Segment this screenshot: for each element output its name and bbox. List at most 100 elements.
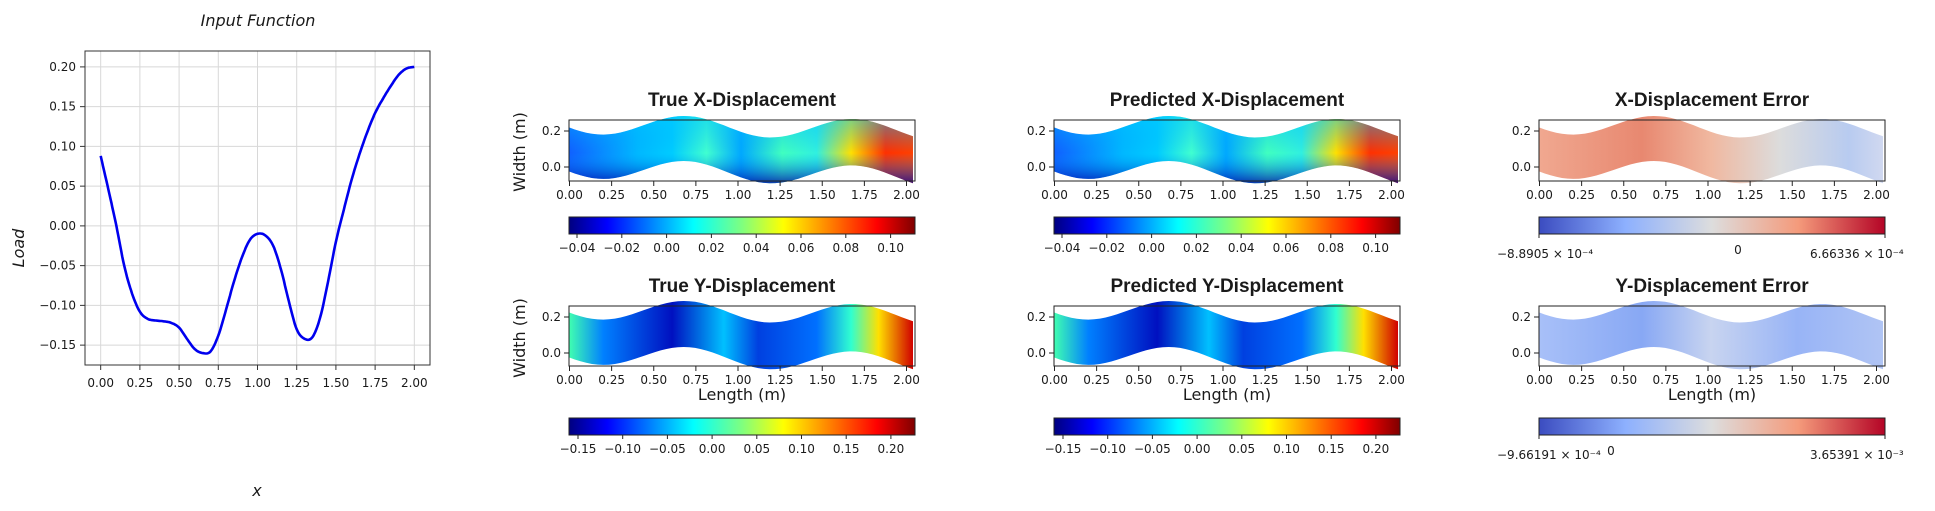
- field-y-tick-label: 0.0: [1512, 160, 1531, 174]
- field-x-tick-label: 1.75: [1821, 188, 1848, 202]
- input-x-tick-label: 0.50: [166, 376, 193, 390]
- field-x-tick-label: 0.75: [683, 373, 710, 387]
- field-x-tick-label: 0.75: [683, 188, 710, 202]
- panel-title-pred-x: Predicted X-Displacement: [1110, 90, 1345, 111]
- field-x-tick-label: 0.75: [1168, 188, 1195, 202]
- field-x-tick-label: 1.50: [1294, 373, 1321, 387]
- colorbar-tick-label: −0.04: [559, 241, 596, 255]
- field-x-tick-label: 1.00: [1210, 373, 1237, 387]
- field-x-tick-label: 1.75: [1336, 373, 1363, 387]
- field-axes-frame: [1538, 305, 1886, 367]
- panel-title-err-y: Y-Displacement Error: [1615, 276, 1809, 297]
- colorbar-pred-y: [1053, 417, 1401, 436]
- input-x-tick-label: 0.00: [87, 376, 114, 390]
- field-axes-frame: [1053, 305, 1401, 367]
- field-x-tick-label: 2.00: [893, 188, 920, 202]
- field-x-tick-label: 1.25: [1252, 373, 1279, 387]
- xerr-min-label: −8.8905 × 10⁻⁴: [1497, 247, 1593, 261]
- input-y-tick-label: 0.00: [49, 219, 76, 233]
- input-x-tick-label: 1.50: [323, 376, 350, 390]
- input-grid: [85, 51, 430, 365]
- yerr-min-label: −9.66191 × 10⁻⁴: [1497, 448, 1601, 462]
- colorbar-tick-label: −0.02: [603, 241, 640, 255]
- colorbar-pred-x: [1053, 216, 1401, 235]
- input-function-line: [99, 65, 415, 355]
- input-x-tick-label: 1.75: [362, 376, 389, 390]
- field-axes-frame: [1538, 119, 1886, 182]
- field-y-tick-label: 0.0: [542, 160, 561, 174]
- colorbar-tick-label: 0.05: [1228, 442, 1255, 456]
- field-x-tick-label: 1.75: [851, 188, 878, 202]
- xerr-zero-label: 0: [1734, 243, 1742, 257]
- colorbar-tick-label: 0.00: [1184, 442, 1211, 456]
- input-x-tick-label: 1.25: [283, 376, 310, 390]
- field-x-tick-label: 1.50: [1294, 188, 1321, 202]
- colorbar-tick-label: 0.08: [832, 241, 859, 255]
- field-x-tick-label: 1.25: [767, 373, 794, 387]
- colorbar-tick-label: 0.10: [877, 241, 904, 255]
- colorbar-tick-label: 0.02: [1183, 241, 1210, 255]
- err-x-field: [1539, 116, 1883, 184]
- input-y-tick-label: 0.20: [49, 60, 76, 74]
- colorbar-tick-label: 0.04: [1228, 241, 1255, 255]
- panel-title-pred-y: Predicted Y-Displacement: [1110, 276, 1344, 297]
- input-x-tick-label: 1.00: [244, 376, 271, 390]
- yerr-max-label: 3.65391 × 10⁻³: [1810, 448, 1904, 462]
- field-x-tick-label: 1.25: [1252, 188, 1279, 202]
- field-x-tick-label: 1.00: [725, 373, 752, 387]
- true-y-field: [569, 301, 913, 370]
- colorbar-tick-label: 0.02: [698, 241, 725, 255]
- field-x-tick-label: 0.25: [598, 188, 625, 202]
- field-x-tick-label: 1.75: [1336, 188, 1363, 202]
- field-x-tick-label: 1.00: [725, 188, 752, 202]
- colorbar-tick-label: 0.10: [1362, 241, 1389, 255]
- field-x-tick-label: 0.25: [1083, 188, 1110, 202]
- colorbar-tick-label: 0.10: [1273, 442, 1300, 456]
- field-x-tick-label: 1.25: [1737, 373, 1764, 387]
- field-x-tick-label: 1.00: [1695, 373, 1722, 387]
- field-x-tick-label: 2.00: [1863, 188, 1890, 202]
- colorbar-tick-label: 0.15: [1318, 442, 1345, 456]
- field-y-tick-label: 0.0: [542, 346, 561, 360]
- field-x-tick-label: 0.50: [1125, 373, 1152, 387]
- width-label-top: Width (m): [510, 112, 529, 192]
- pred-x-field: [1054, 116, 1398, 184]
- colorbar-tick-label: −0.05: [1134, 442, 1171, 456]
- input-x-tick-label: 2.00: [401, 376, 428, 390]
- field-x-tick-label: 0.00: [556, 373, 583, 387]
- input-y-ticks: 0.20 0.15 0.10 0.05 0.00 −0.05 −0.10 −0.15: [39, 60, 85, 352]
- xerr-max-label: 6.66336 × 10⁻⁴: [1810, 247, 1904, 261]
- field-y-tick-label: 0.2: [1512, 124, 1531, 138]
- colorbar-tick-label: 0.10: [788, 442, 815, 456]
- field-x-tick-label: 0.25: [598, 373, 625, 387]
- panel-title-true-x: True X-Displacement: [648, 90, 837, 111]
- colorbar-tick-label: −0.10: [604, 442, 641, 456]
- field-x-tick-label: 2.00: [893, 373, 920, 387]
- field-y-tick-label: 0.0: [1512, 346, 1531, 360]
- field-x-tick-label: 2.00: [1378, 188, 1405, 202]
- colorbar-tick-label: −0.05: [649, 442, 686, 456]
- field-x-tick-label: 0.25: [1568, 188, 1595, 202]
- colorbar-tick-label: 0.15: [833, 442, 860, 456]
- field-x-tick-label: 0.25: [1568, 373, 1595, 387]
- field-x-tick-label: 1.25: [1737, 188, 1764, 202]
- field-axes: 0.00 0.25 0.50 0.75 1.00 1.25 1.50 1.75 2.000.20…: [542, 119, 1890, 387]
- colorbar-true-x: [568, 216, 916, 235]
- colorbar-tick-label: 0.00: [699, 442, 726, 456]
- colorbar-tick-label: −0.04: [1044, 241, 1081, 255]
- length-label-true: Length (m): [698, 385, 786, 404]
- field-y-tick-label: 0.2: [1027, 124, 1046, 138]
- field-y-tick-label: 0.2: [542, 310, 561, 324]
- colorbar-tick-label: 0.00: [1138, 241, 1165, 255]
- input-y-tick-label: 0.15: [49, 100, 76, 114]
- width-label-bottom: Width (m): [510, 298, 529, 378]
- colorbar-tick-label: 0.00: [653, 241, 680, 255]
- input-y-tick-label: −0.15: [39, 338, 76, 352]
- length-label-pred: Length (m): [1183, 385, 1271, 404]
- colorbar-tick-label: 0.06: [788, 241, 815, 255]
- field-x-tick-label: 0.75: [1653, 188, 1680, 202]
- pred-y-field: [1054, 301, 1398, 370]
- input-y-tick-label: −0.10: [39, 298, 76, 312]
- field-x-tick-label: 2.00: [1378, 373, 1405, 387]
- field-x-tick-label: 0.50: [1125, 188, 1152, 202]
